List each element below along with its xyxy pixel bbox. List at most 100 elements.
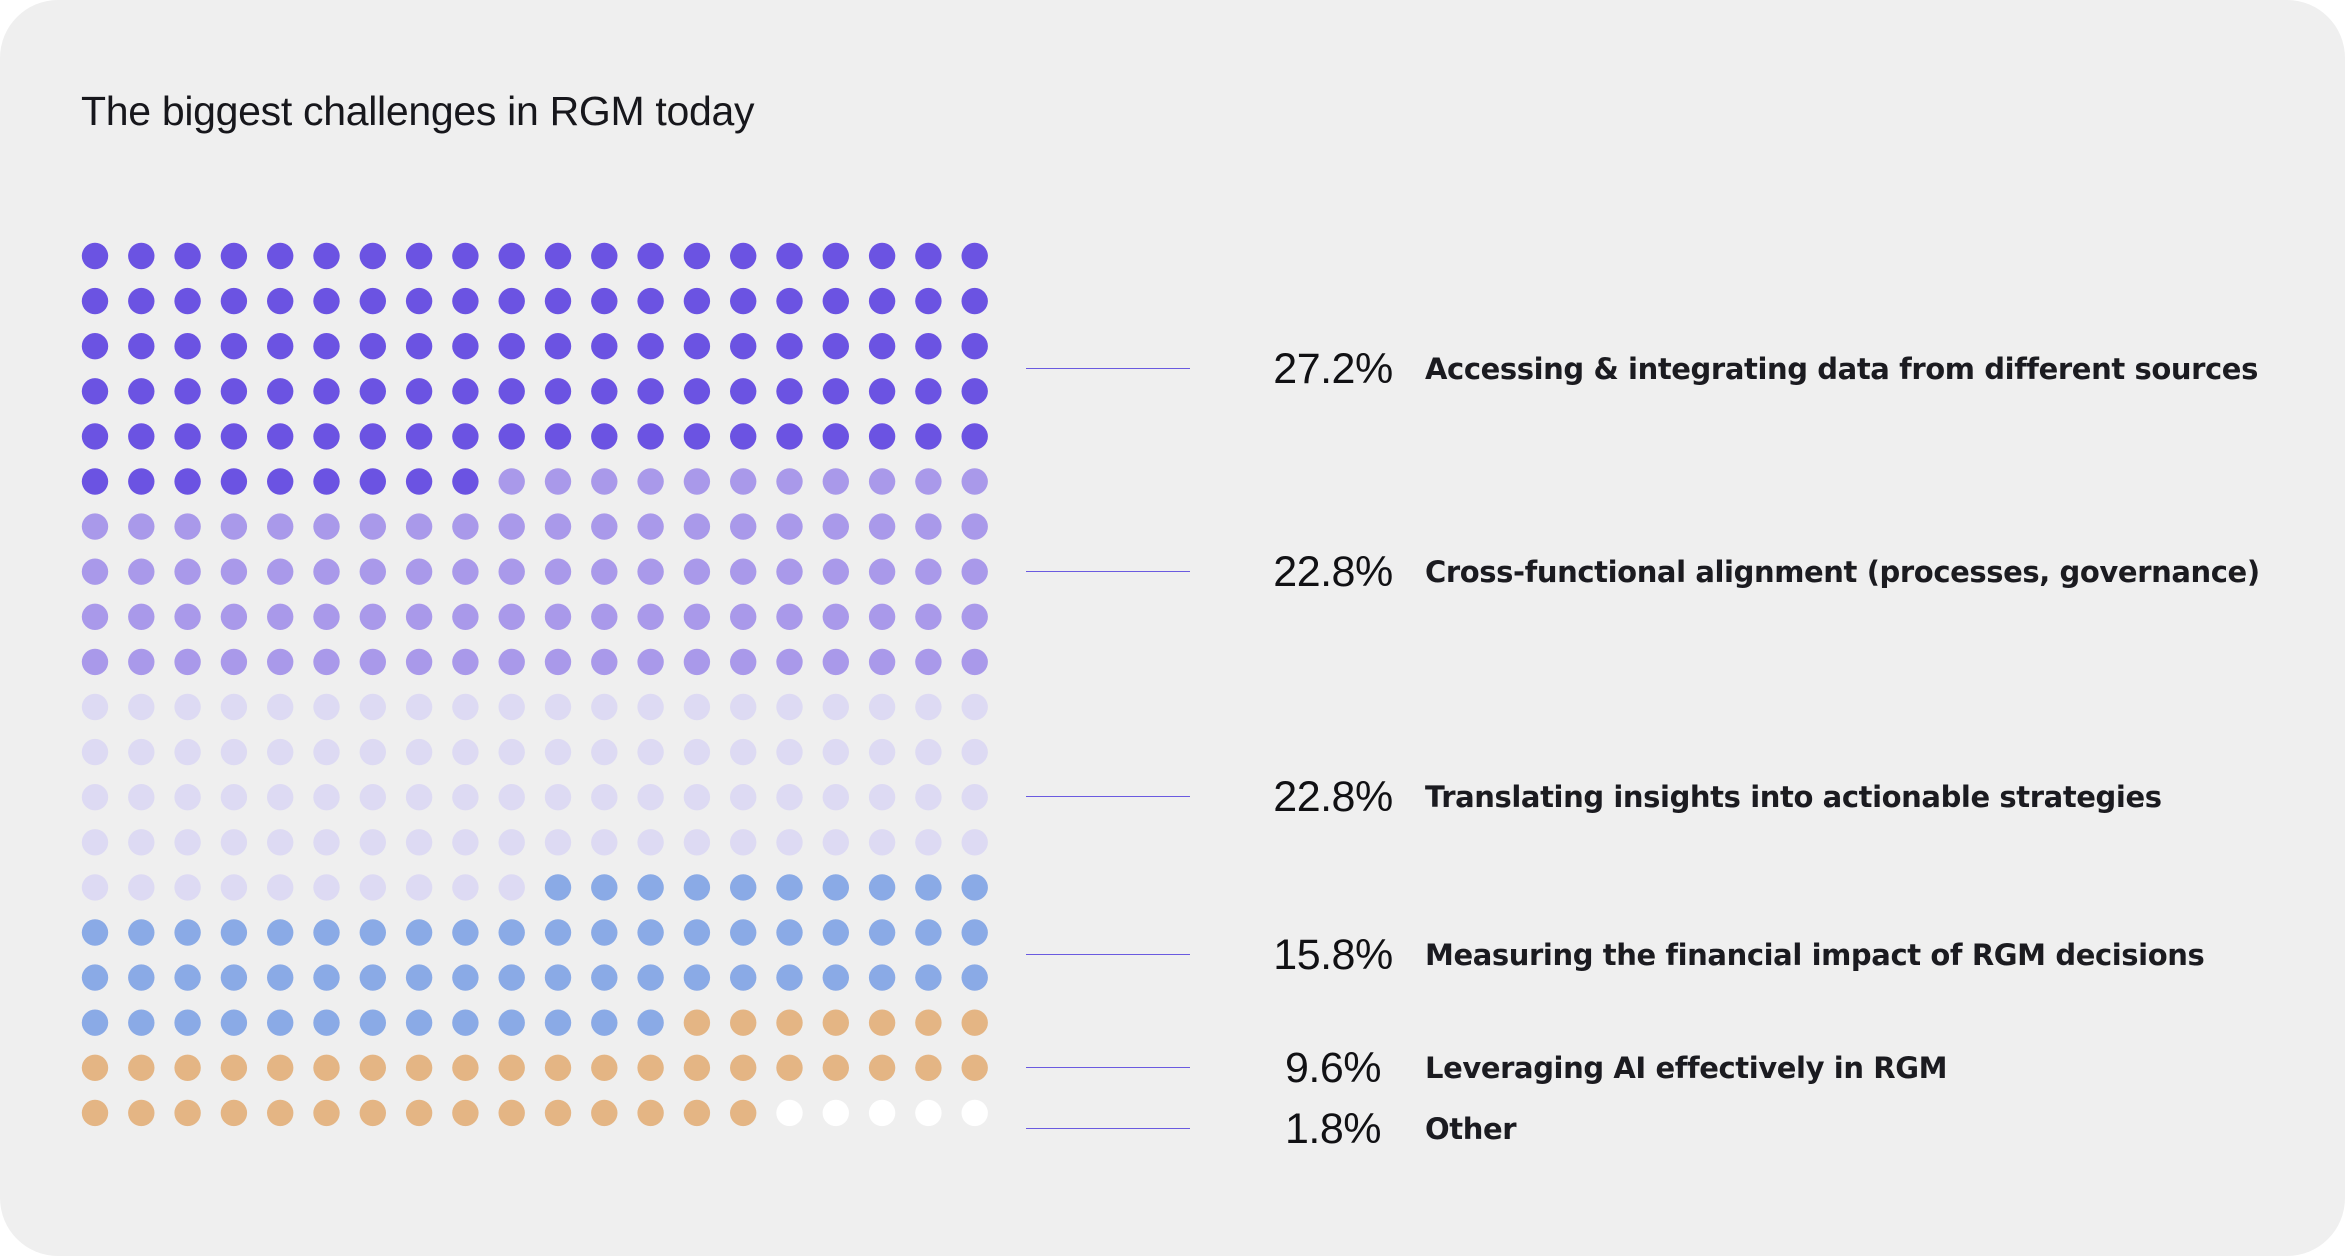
waffle-dot [313, 784, 340, 811]
waffle-dot [683, 693, 711, 721]
waffle-dot [961, 333, 988, 360]
waffle-dot [730, 423, 757, 450]
waffle-dot [359, 423, 386, 450]
waffle-dot [637, 829, 664, 856]
waffle-dot [452, 829, 479, 856]
waffle-dot [961, 1099, 988, 1127]
waffle-dot [776, 603, 803, 630]
waffle-dot [822, 738, 849, 766]
callout-label: Leveraging AI effectively in RGM [1425, 1050, 1948, 1085]
waffle-dot [776, 378, 803, 405]
waffle-dot [498, 919, 525, 946]
waffle-dot [220, 1099, 248, 1127]
waffle-dot [591, 1054, 618, 1082]
chart-title: The biggest challenges in RGM today [81, 88, 755, 134]
waffle-dot [359, 784, 386, 811]
waffle-dot [915, 558, 942, 585]
waffle-dot [544, 603, 572, 630]
waffle-dot [405, 738, 433, 766]
waffle-dot [776, 468, 803, 495]
waffle-dot [544, 242, 572, 270]
waffle-dot [776, 1054, 803, 1082]
waffle-dot [868, 829, 896, 856]
waffle-dot [544, 423, 572, 450]
waffle-dot [544, 333, 572, 360]
waffle-dot [591, 919, 618, 946]
waffle-dot [498, 558, 525, 585]
waffle-dot [220, 333, 248, 360]
waffle-dot [498, 693, 525, 721]
waffle-dot [776, 784, 803, 811]
waffle-dot [81, 242, 109, 270]
waffle-dot [267, 738, 294, 766]
waffle-dot [730, 287, 757, 315]
waffle-dot [591, 648, 618, 676]
waffle-dot [868, 468, 896, 495]
waffle-dot [498, 468, 525, 495]
waffle-dot [359, 468, 386, 495]
waffle-dot [591, 378, 618, 405]
waffle-dot [683, 648, 711, 676]
waffle-dot [544, 738, 572, 766]
waffle-dot [81, 423, 109, 450]
waffle-dot [174, 1099, 201, 1127]
waffle-dot [452, 1099, 479, 1127]
waffle-dot [498, 333, 525, 360]
waffle-dot [683, 468, 711, 495]
waffle-dot [822, 829, 849, 856]
waffle-dot [776, 964, 803, 991]
waffle-dot [267, 423, 294, 450]
waffle-dot [683, 784, 711, 811]
waffle-dot [776, 513, 803, 540]
waffle-dot [544, 1099, 572, 1127]
waffle-dot [868, 964, 896, 991]
waffle-dot [359, 287, 386, 315]
waffle-dot [544, 919, 572, 946]
waffle-dot [822, 378, 849, 405]
waffle-dot [405, 423, 433, 450]
waffle-dot [452, 603, 479, 630]
waffle-dot [267, 603, 294, 630]
waffle-dot [591, 287, 618, 315]
waffle-dot [915, 784, 942, 811]
waffle-dot [81, 738, 109, 766]
waffle-dot [915, 603, 942, 630]
waffle-dot [776, 558, 803, 585]
waffle-dot [128, 333, 155, 360]
waffle-dot [313, 738, 340, 766]
waffle-dot [776, 693, 803, 721]
waffle-dot [359, 874, 386, 901]
waffle-dot [544, 287, 572, 315]
callout-leader-line [1026, 1066, 1190, 1068]
waffle-dot [81, 648, 109, 676]
waffle-dot [961, 1054, 988, 1082]
waffle-dot [452, 784, 479, 811]
waffle-dot [267, 874, 294, 901]
waffle-dot [915, 1054, 942, 1082]
waffle-dot [868, 1099, 896, 1127]
waffle-dot [313, 423, 340, 450]
waffle-dot [81, 1054, 109, 1082]
waffle-dot [961, 287, 988, 315]
waffle-dot [868, 919, 896, 946]
waffle-dot [961, 919, 988, 946]
waffle-dot [637, 874, 664, 901]
waffle-dot [776, 242, 803, 270]
waffle-dot [730, 1099, 757, 1127]
waffle-dot [498, 1054, 525, 1082]
waffle-dot [868, 558, 896, 585]
waffle-dot [81, 468, 109, 495]
waffle-dot [915, 378, 942, 405]
waffle-dot [359, 1009, 386, 1036]
waffle-dot [591, 1099, 618, 1127]
waffle-dot [359, 964, 386, 991]
waffle-dot [822, 784, 849, 811]
callout-leader-line [1026, 796, 1190, 798]
waffle-dot [730, 693, 757, 721]
waffle-dot [730, 242, 757, 270]
waffle-dot [868, 874, 896, 901]
waffle-dot [405, 333, 433, 360]
waffle-dot [220, 1009, 248, 1036]
waffle-dot [128, 287, 155, 315]
waffle-dot [313, 378, 340, 405]
